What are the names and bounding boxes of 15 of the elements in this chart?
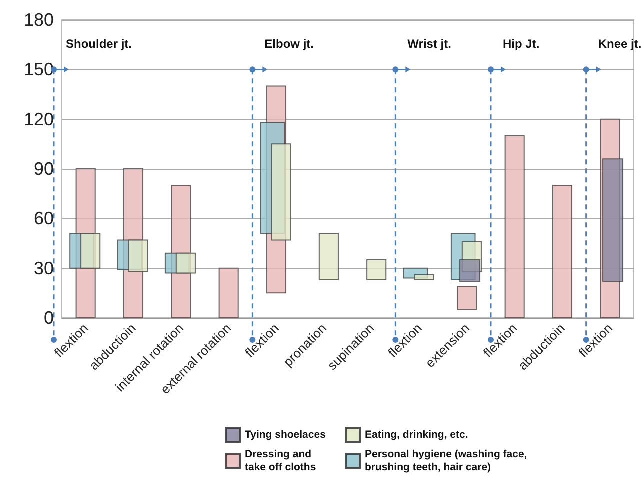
legend-label: Personal hygiene (washing face, brushing teeth, hair care) — [365, 448, 530, 474]
y-tick-label: 30 — [34, 258, 54, 278]
y-tick-label: 90 — [34, 159, 54, 179]
legend-label: Dressing and take off cloths — [245, 448, 316, 474]
annotation: Shoulder jt. — [66, 36, 132, 51]
annotation: Hip Jt. — [503, 36, 540, 51]
annotation: Knee jt. — [598, 36, 642, 51]
legend-label: Tying shoelaces — [245, 429, 326, 441]
y-tick-label: 180 — [24, 10, 54, 30]
legend-label: Eating, drinking, etc. — [365, 429, 468, 441]
y-tick-label: 0 — [44, 308, 54, 328]
annotation: Elbow jt. — [264, 36, 314, 51]
annotation: Wrist jt. — [408, 36, 452, 51]
y-tick-label: 60 — [34, 208, 54, 229]
y-tick-label: 120 — [24, 109, 54, 130]
